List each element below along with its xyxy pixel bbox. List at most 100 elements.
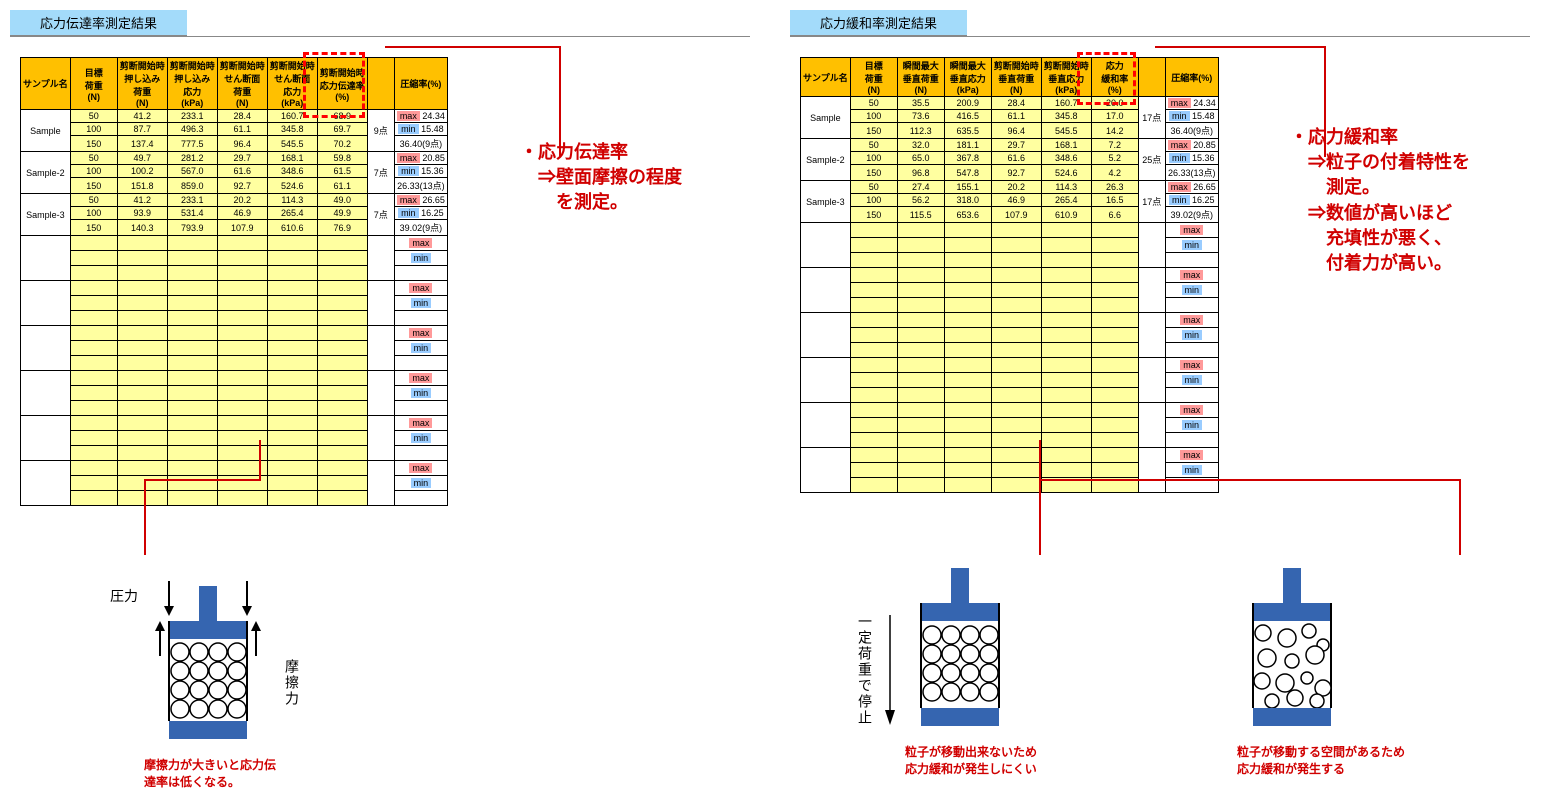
data-cell: [850, 238, 897, 253]
data-cell: 59.8: [317, 152, 367, 165]
data-cell: [117, 371, 167, 386]
data-cell: [317, 491, 367, 506]
data-cell: 20.2: [991, 181, 1041, 194]
stat-cell: max 24.34: [1165, 97, 1218, 110]
data-cell: 73.6: [897, 110, 944, 123]
data-cell: [850, 328, 897, 343]
data-cell: [991, 253, 1041, 268]
data-cell: [1091, 328, 1138, 343]
col-header: [367, 58, 394, 110]
data-cell: [217, 401, 267, 416]
data-cell: 547.8: [944, 165, 991, 181]
data-cell: [167, 476, 217, 491]
data-cell: [1041, 463, 1091, 478]
sample-name: Sample: [801, 97, 851, 139]
points-cell: 9点: [367, 110, 394, 152]
left-table: サンプル名目標 荷重 (N)剪断開始時 押し込み 荷重 (N)剪断開始時 押し込…: [20, 57, 448, 506]
stat-cell: min: [394, 296, 447, 311]
main-row: 応力伝達率測定結果 サンプル名目標 荷重 (N)剪断開始時 押し込み 荷重 (N…: [10, 10, 1546, 790]
data-cell: 6.6: [1091, 207, 1138, 223]
data-cell: [117, 431, 167, 446]
data-cell: 28.4: [991, 97, 1041, 110]
col-header: 剪断開始時 応力伝達率 (%): [317, 58, 367, 110]
data-cell: 92.7: [217, 178, 267, 194]
data-cell: 318.0: [944, 194, 991, 207]
data-cell: [167, 461, 217, 476]
data-cell: [850, 253, 897, 268]
stat-cell: [394, 401, 447, 416]
data-cell: [991, 433, 1041, 448]
data-cell: [944, 283, 991, 298]
stat-cell: min 15.36: [394, 165, 447, 178]
data-cell: [317, 236, 367, 251]
data-cell: [217, 461, 267, 476]
data-cell: [217, 251, 267, 266]
stat-cell: min 15.48: [394, 123, 447, 136]
data-cell: [317, 461, 367, 476]
data-cell: 150: [70, 136, 117, 152]
data-cell: 168.1: [267, 152, 317, 165]
data-cell: [267, 356, 317, 371]
data-cell: 100: [850, 152, 897, 165]
stat-cell: 26.33(13点): [394, 178, 447, 194]
points-cell: 17点: [1138, 181, 1165, 223]
data-cell: 14.2: [1091, 123, 1138, 139]
points-cell: [1138, 268, 1165, 313]
data-cell: [991, 448, 1041, 463]
stat-cell: 36.40(9点): [394, 136, 447, 152]
pressure-label: 圧力: [110, 586, 138, 606]
data-cell: [217, 371, 267, 386]
data-cell: 46.9: [217, 207, 267, 220]
data-cell: [267, 461, 317, 476]
data-cell: [117, 266, 167, 281]
data-cell: [317, 386, 367, 401]
data-cell: 16.5: [1091, 194, 1138, 207]
data-cell: 100: [850, 194, 897, 207]
data-cell: 93.9: [117, 207, 167, 220]
data-cell: [850, 478, 897, 493]
data-cell: [267, 341, 317, 356]
data-cell: [217, 416, 267, 431]
points-cell: [1138, 223, 1165, 268]
data-cell: [267, 416, 317, 431]
data-cell: [944, 388, 991, 403]
data-cell: [1041, 403, 1091, 418]
points-cell: 7点: [367, 152, 394, 194]
stat-cell: 36.40(9点): [1165, 123, 1218, 139]
stat-cell: max 26.65: [1165, 181, 1218, 194]
data-cell: 27.4: [897, 181, 944, 194]
stat-cell: min: [394, 476, 447, 491]
data-cell: [217, 491, 267, 506]
data-cell: [1041, 343, 1091, 358]
data-cell: 348.6: [267, 165, 317, 178]
data-cell: [897, 313, 944, 328]
data-cell: [991, 328, 1041, 343]
data-cell: [991, 313, 1041, 328]
data-cell: [850, 343, 897, 358]
data-cell: [850, 433, 897, 448]
stat-cell: [394, 491, 447, 506]
data-cell: 50: [70, 194, 117, 207]
data-cell: [897, 403, 944, 418]
stat-cell: max: [394, 326, 447, 341]
stat-cell: [1165, 343, 1218, 358]
data-cell: [897, 298, 944, 313]
left-diagram-caption: 摩擦力が大きいと応力伝 達率は低くなる。: [144, 756, 276, 790]
col-header: 瞬間最大 垂直応力 (kPa): [944, 58, 991, 97]
data-cell: [897, 253, 944, 268]
data-cell: [217, 236, 267, 251]
data-cell: [117, 326, 167, 341]
data-cell: 49.7: [117, 152, 167, 165]
data-cell: 859.0: [167, 178, 217, 194]
data-cell: [897, 433, 944, 448]
data-cell: [944, 418, 991, 433]
data-cell: 545.5: [267, 136, 317, 152]
data-cell: [317, 476, 367, 491]
data-cell: [1041, 478, 1091, 493]
data-cell: [317, 281, 367, 296]
data-cell: 168.1: [1041, 139, 1091, 152]
data-cell: [850, 388, 897, 403]
data-cell: [897, 268, 944, 283]
data-cell: [850, 418, 897, 433]
data-cell: 100.2: [117, 165, 167, 178]
